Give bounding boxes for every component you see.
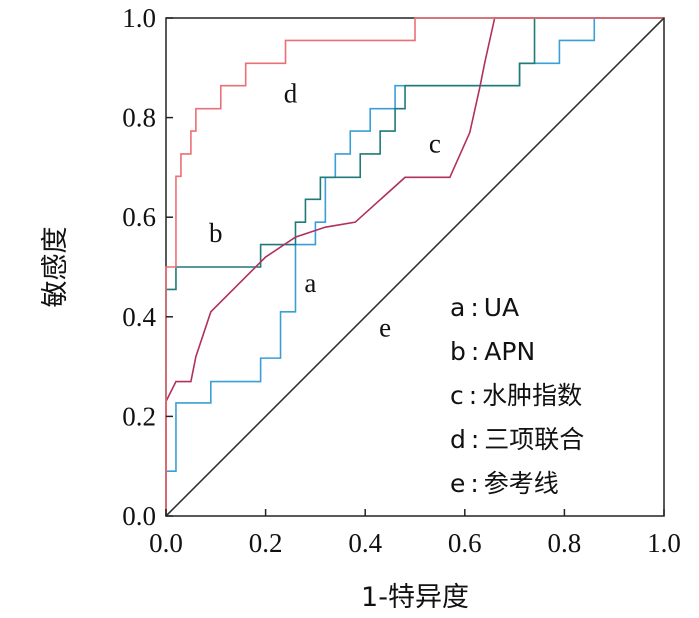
legend-key-b: b : [450,337,484,366]
y-tick-label: 0.2 [122,401,156,431]
series-c-line [165,17,664,516]
legend-text-e: 参考线 [484,469,559,498]
y-tick-label: 0.0 [122,501,156,531]
x-tick-label: 0.2 [249,528,283,558]
legend-text-a: UA [484,293,519,322]
ticks-layer: 0.0 0.2 0.4 0.6 0.8 1.0 0.0 0.2 0.4 0.6 0.8 1.0 [122,3,681,558]
x-tick-label: 1.0 [647,528,681,558]
legend-text-d: 三项联合 [484,425,584,454]
legend-text-b: APN [484,337,535,366]
y-tick-label: 1.0 [122,3,156,33]
series-b-line [165,17,664,516]
x-tick-label: 0.0 [149,528,183,558]
legend-key-d: d : [450,425,484,454]
legend-entry-d: d : 三项联合 [450,425,584,454]
curve-label-a: a [304,268,316,298]
y-tick-label: 0.8 [122,103,156,133]
curve-label-e: e [379,313,391,343]
series-e-line [165,17,665,517]
legend-text-c: 水肿指数 [482,381,582,410]
legend-key-e: e : [450,469,484,498]
legend-entry-a: a : UA [450,293,519,322]
y-axis-title: 敏感度 [40,227,71,308]
series-d-line [165,17,664,516]
legend-entry-c: c : 水肿指数 [450,381,582,410]
x-tick-label: 0.4 [348,528,382,558]
curve-labels-layer: a b c d e [209,79,441,343]
x-axis-title: 1-特异度 [361,582,469,613]
legend-key-c: c : [450,381,482,410]
x-tick-label: 0.8 [548,528,582,558]
x-tick-label: 0.6 [448,528,482,558]
curve-label-c: c [429,128,441,158]
curve-label-b: b [209,218,223,248]
legend-key-a: a : [450,293,484,322]
curve-label-d: d [284,79,298,109]
legend-entry-b: b : APN [450,337,535,366]
series-layer [165,17,665,517]
y-tick-label: 0.6 [122,202,156,232]
y-tick-label: 0.4 [122,302,156,332]
legend-entry-e: e : 参考线 [450,469,559,498]
